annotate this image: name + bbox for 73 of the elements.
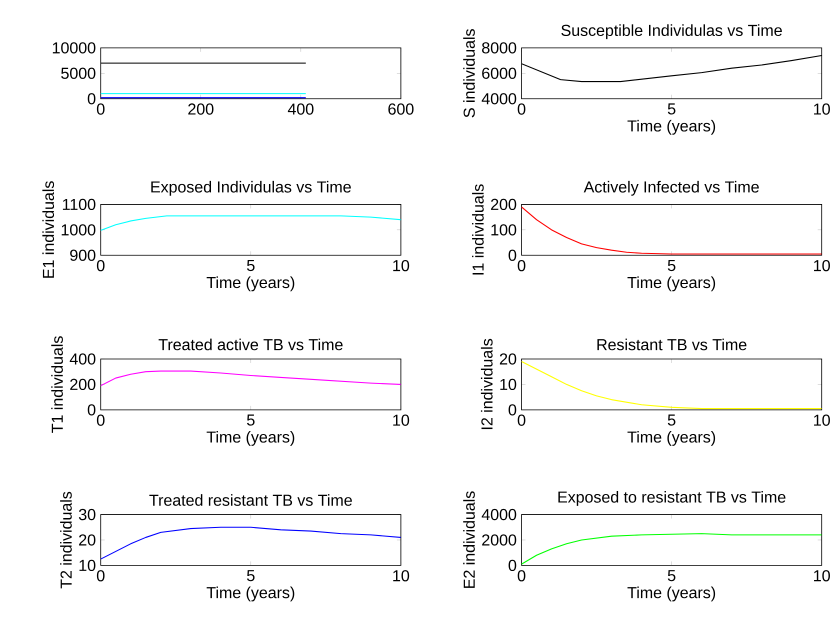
y-tick-label: 0 <box>88 404 96 416</box>
y-tick-label: 900 <box>70 250 96 261</box>
y-tick-label: 6000 <box>482 68 516 79</box>
x-tick-label: 5 <box>668 103 676 114</box>
x-tick-label: 5 <box>668 570 676 582</box>
y-tick-label: 2000 <box>482 534 516 546</box>
y-tick-label: 10000 <box>52 42 96 54</box>
x-tick-label: 5 <box>247 414 255 426</box>
y-axis-title: I1 individuals <box>472 184 484 274</box>
x-axis-title: Time (years) <box>628 276 716 292</box>
y-axis-title: T1 individuals <box>51 336 63 433</box>
chart-title: Actively Infected vs Time <box>584 180 759 196</box>
y-axis-title: I2 individuals <box>480 338 493 429</box>
x-tick-label: 0 <box>518 103 526 115</box>
y-tick-label: 0 <box>508 250 516 261</box>
x-tick-label: 0 <box>96 414 105 426</box>
x-tick-label: 5 <box>247 260 255 271</box>
y-tick-label: 200 <box>70 378 96 390</box>
x-tick-label: 0 <box>518 414 526 426</box>
y-axis-title: E1 individuals <box>42 181 54 278</box>
x-tick-label: 0 <box>96 103 105 115</box>
x-tick-label: 0 <box>518 570 526 582</box>
x-tick-label: 10 <box>814 260 830 272</box>
y-tick-label: 1100 <box>62 198 96 210</box>
y-tick-label: 20 <box>500 353 516 365</box>
line-series <box>522 532 822 565</box>
x-axis-title: Time (years) <box>628 120 716 135</box>
y-tick-label: 10 <box>79 560 96 571</box>
y-tick-label: 10 <box>500 378 516 390</box>
y-tick-label: 0 <box>508 560 516 571</box>
x-axis-title: Time (years) <box>206 430 294 446</box>
y-tick-label: 100 <box>491 224 516 236</box>
chart-title: Resistant TB vs Time <box>597 338 746 350</box>
chart-title: Susceptible Individulas vs Time <box>561 24 782 40</box>
x-tick-label: 5 <box>668 414 676 426</box>
x-tick-label: 0 <box>96 260 105 272</box>
x-tick-label: 5 <box>668 260 676 271</box>
y-tick-label: 400 <box>70 353 96 365</box>
x-tick-label: 0 <box>96 570 105 582</box>
x-tick-label: 10 <box>814 414 830 426</box>
y-tick-label: 5000 <box>61 68 96 79</box>
y-axis-title: E2 individuals <box>463 491 475 588</box>
line-series <box>522 206 822 254</box>
y-axis-title: S individuals <box>463 29 475 118</box>
line-series <box>100 526 401 560</box>
chart-title: Treated resistant TB vs Time <box>149 494 352 506</box>
x-axis-title: Time (years) <box>628 430 716 446</box>
y-tick-label: 0 <box>88 92 96 104</box>
x-tick-label: 10 <box>393 414 410 426</box>
x-tick-label: 10 <box>393 260 410 272</box>
y-tick-label: 1000 <box>62 224 96 236</box>
x-axis-title: Time (years) <box>206 586 294 602</box>
x-axis-title: Time (years) <box>628 586 716 602</box>
y-tick-label: 4000 <box>482 508 516 520</box>
chart-title: Exposed to resistant TB vs Time <box>558 490 786 506</box>
y-tick-label: 20 <box>79 534 96 546</box>
x-tick-label: 400 <box>288 103 314 115</box>
y-tick-label: 4000 <box>482 92 516 104</box>
x-tick-label: 5 <box>247 570 255 582</box>
chart-title: Exposed Individulas vs Time <box>151 180 351 196</box>
chart-title: Treated active TB vs Time <box>158 338 343 350</box>
x-tick-label: 0 <box>518 260 526 272</box>
y-axis-title: T2 individuals <box>60 492 72 588</box>
y-tick-label: 8000 <box>482 42 516 54</box>
x-tick-label: 600 <box>388 103 414 115</box>
x-tick-label: 200 <box>188 103 214 115</box>
x-tick-label: 10 <box>393 570 410 582</box>
x-tick-label: 10 <box>814 570 830 582</box>
y-tick-label: 0 <box>508 404 516 416</box>
y-tick-label: 30 <box>78 508 96 520</box>
x-axis-title: Time (years) <box>206 276 294 292</box>
y-tick-label: 200 <box>491 198 516 210</box>
x-tick-label: 10 <box>814 103 830 115</box>
